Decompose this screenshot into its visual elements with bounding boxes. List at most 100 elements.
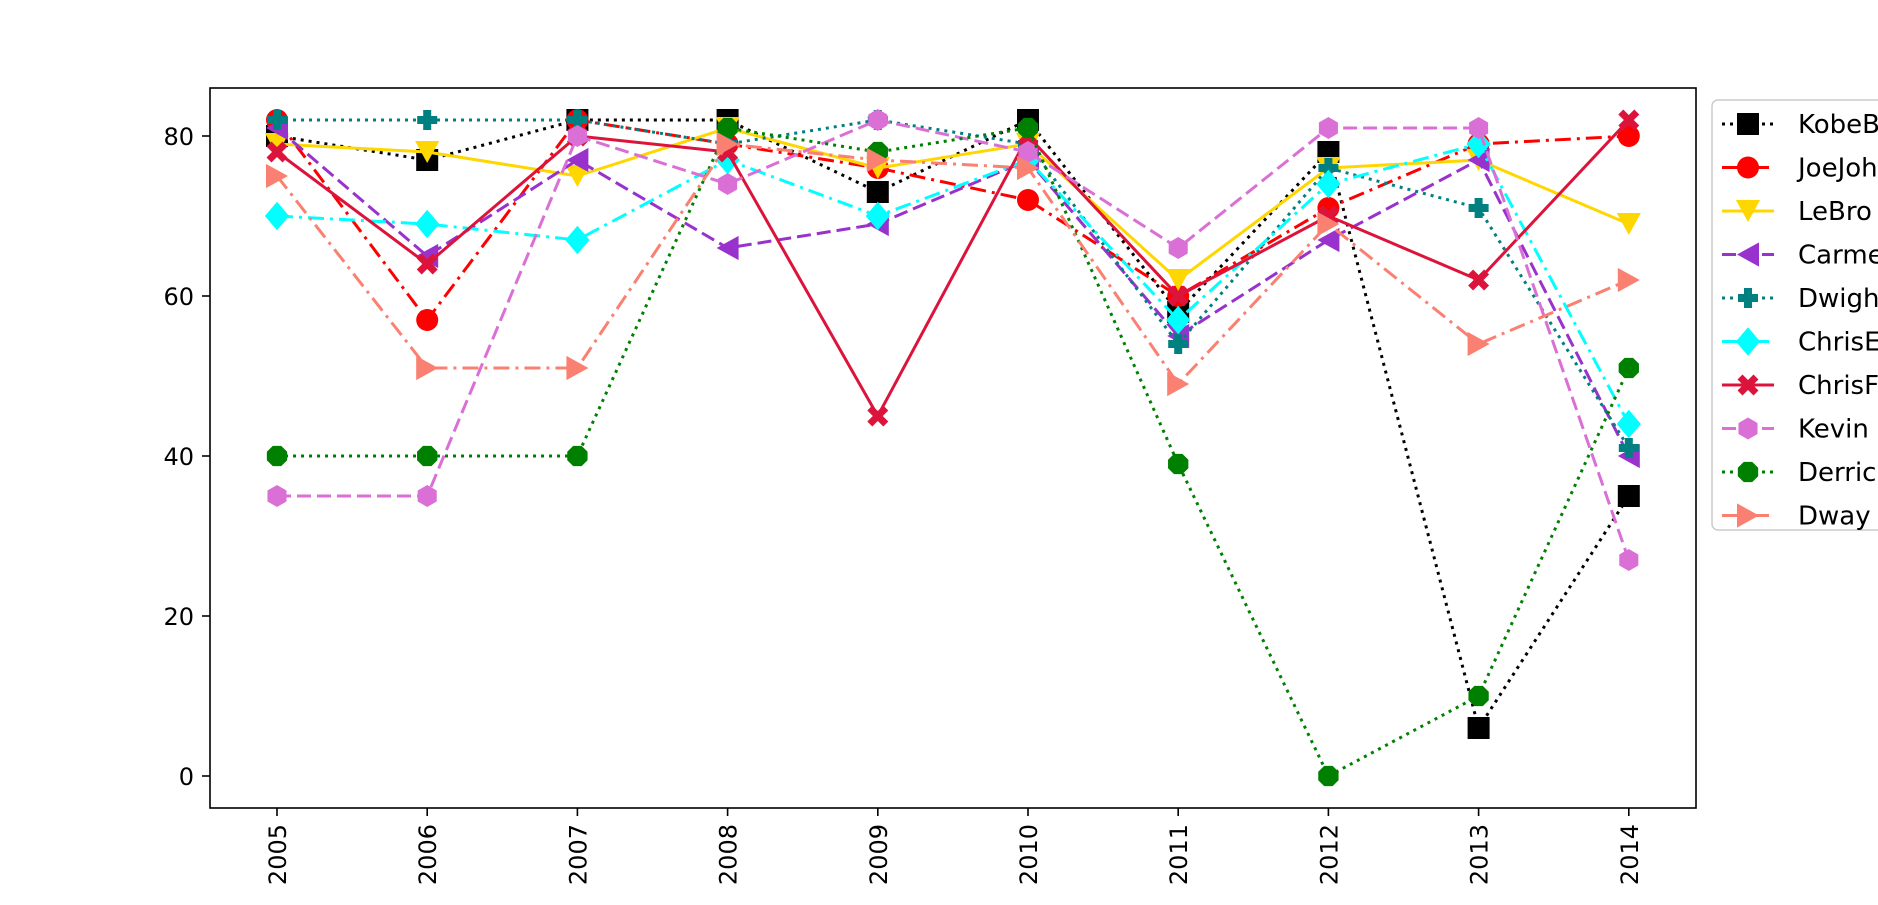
series-line-Carme xyxy=(276,126,1631,457)
legend-marker-ChrisF xyxy=(1737,374,1759,396)
data-point-LeBro-2007 xyxy=(565,165,590,187)
data-point-LeBro-2014 xyxy=(1616,213,1641,235)
data-point-Derric-2011 xyxy=(1168,453,1189,475)
legend-label: ChrisE xyxy=(1798,328,1878,358)
data-point-Dwigh-2006 xyxy=(417,110,438,130)
data-point-ChrisF-2013 xyxy=(1468,269,1490,291)
data-point-ChrisE-2005 xyxy=(264,201,290,231)
data-point-Dwigh-2005 xyxy=(267,110,287,130)
plot-area-frame xyxy=(209,87,1697,809)
data-point-ChrisE-2012 xyxy=(1316,169,1341,199)
legend-marker-Carme xyxy=(1737,242,1759,267)
data-point-ChrisF-2011 xyxy=(1167,285,1189,307)
legend-marker-KobeB xyxy=(1737,113,1759,135)
data-point-Derric-2007 xyxy=(567,445,588,467)
data-point-JoeJoh-2014 xyxy=(1617,125,1640,147)
series-Derric xyxy=(266,117,1639,787)
data-point-ChrisE-2011 xyxy=(1166,305,1191,335)
x-tick-label: 2008 xyxy=(715,824,743,885)
data-point-ChrisE-2009 xyxy=(865,201,890,231)
legend-item-Dway: Dway xyxy=(1722,502,1871,532)
data-point-Derric-2010 xyxy=(1017,117,1039,139)
x-tick-label: 2013 xyxy=(1466,824,1494,885)
legend-item-ChrisE: ChrisE xyxy=(1722,327,1878,358)
series-line-ChrisF xyxy=(276,118,1630,418)
series-line-JoeJoh xyxy=(275,118,1629,322)
y-tick-label: 60 xyxy=(163,283,194,311)
data-point-Kevin-2005 xyxy=(267,485,287,507)
y-tick-label: 20 xyxy=(163,603,194,631)
data-point-Carme-2013 xyxy=(1467,147,1490,173)
legend-marker-JoeJoh xyxy=(1737,156,1759,179)
x-tick-label: 2007 xyxy=(564,824,592,885)
data-point-Kevin-2014 xyxy=(1619,549,1639,571)
data-point-Dway-2007 xyxy=(566,355,589,381)
legend-item-JoeJoh: JoeJoh xyxy=(1722,154,1878,184)
data-point-KobeB-2009 xyxy=(866,181,889,203)
data-point-LeBro-2011 xyxy=(1166,269,1191,291)
series-Dway xyxy=(266,131,1640,397)
data-point-Dway-2013 xyxy=(1467,331,1490,357)
x-tick-label: 2009 xyxy=(865,824,893,885)
x-tick-label: 2010 xyxy=(1015,824,1043,885)
x-tick-label: 2006 xyxy=(414,824,442,885)
data-point-Kevin-2006 xyxy=(417,485,437,507)
data-point-Dwigh-2013 xyxy=(1468,198,1489,218)
legend-label: ChrisF xyxy=(1798,371,1878,401)
legend-marker-Dway xyxy=(1737,503,1759,528)
legend-label: Dway xyxy=(1798,502,1871,532)
y-tick-label: 40 xyxy=(163,443,194,471)
series-line-Kevin xyxy=(277,118,1631,561)
data-point-Carme-2012 xyxy=(1317,227,1340,253)
legend-marker-ChrisE xyxy=(1735,327,1761,356)
data-point-Kevin-2008 xyxy=(718,173,738,195)
data-point-ChrisF-2009 xyxy=(867,405,889,427)
legend-item-LeBro: LeBro xyxy=(1722,197,1872,227)
data-point-Derric-2005 xyxy=(266,445,288,467)
series-KobeB xyxy=(266,109,1640,739)
x-tick-label: 2011 xyxy=(1165,824,1193,885)
legend-label: KobeB xyxy=(1798,110,1878,140)
y-axis: 0 20 40 60 80 xyxy=(163,123,210,791)
data-point-JoeJoh-2006 xyxy=(416,309,439,331)
series-ChrisE xyxy=(264,129,1641,439)
legend-marker-Kevin xyxy=(1738,417,1758,440)
data-point-JoeJoh-2010 xyxy=(1017,189,1039,211)
legend-marker-Dwigh xyxy=(1738,288,1758,308)
data-point-Dway-2014 xyxy=(1617,267,1640,293)
data-point-Kevin-2011 xyxy=(1168,237,1188,259)
series-JoeJoh xyxy=(266,109,1640,331)
data-point-Derric-2006 xyxy=(417,445,438,467)
series-line-LeBro xyxy=(276,126,1630,282)
data-point-Kevin-2010 xyxy=(1018,141,1038,163)
data-point-Derric-2013 xyxy=(1468,685,1489,707)
y-tick-label: 0 xyxy=(179,763,194,791)
legend: KobeB JoeJoh LeBro Carme Dwigh ChrisE ChrisF Ke… xyxy=(1711,99,1878,532)
x-tick-label: 2014 xyxy=(1616,824,1644,885)
data-point-Derric-2012 xyxy=(1318,765,1339,787)
legend-item-Carme: Carme xyxy=(1722,241,1878,271)
data-point-Carme-2007 xyxy=(566,147,589,173)
series-line-KobeB xyxy=(276,118,1631,730)
x-tick-label: 2012 xyxy=(1315,824,1343,885)
data-point-Dwigh-2012 xyxy=(1318,158,1339,178)
legend-item-Dwigh: Dwigh xyxy=(1722,284,1878,314)
data-point-Derric-2008 xyxy=(717,117,738,139)
data-point-LeBro-2006 xyxy=(415,141,440,163)
data-point-Kevin-2007 xyxy=(567,125,587,147)
data-point-KobeB-2013 xyxy=(1467,717,1490,739)
data-point-ChrisF-2006 xyxy=(416,253,438,275)
legend-label: LeBro xyxy=(1798,197,1872,227)
data-point-Kevin-2013 xyxy=(1469,117,1489,139)
legend-marker-Derric xyxy=(1737,461,1759,483)
data-point-Dway-2011 xyxy=(1167,371,1190,397)
legend-item-Kevin: Kevin xyxy=(1722,415,1869,445)
data-point-ChrisE-2014 xyxy=(1616,409,1641,439)
y-tick-label: 80 xyxy=(163,123,194,151)
legend-item-KobeB: KobeB xyxy=(1722,110,1878,140)
legend-label: Derric xyxy=(1798,458,1876,488)
data-point-Kevin-2009 xyxy=(868,109,888,131)
legend-item-Derric: Derric xyxy=(1722,458,1876,488)
data-point-Dwigh-2007 xyxy=(567,110,588,130)
